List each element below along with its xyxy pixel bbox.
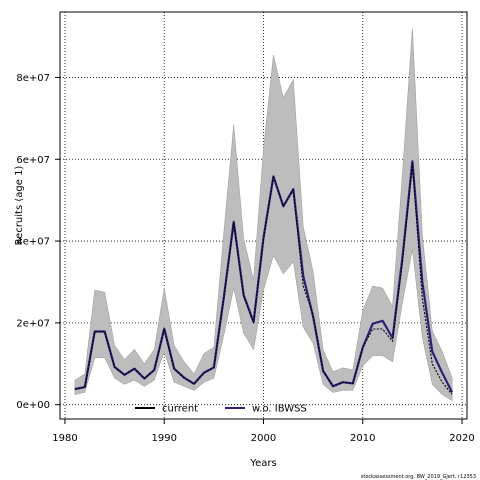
credit-text: stockassessment.org, BW_2019_Gjert, r123… [361, 474, 476, 480]
confidence-band [74, 28, 453, 402]
legend-label-wo-ibwss: w.o. IBWSS [252, 404, 307, 415]
y-tick-label: 4e+07 [16, 237, 50, 248]
y-tick-label: 8e+07 [16, 73, 50, 84]
x-tick-label: 1980 [52, 433, 77, 444]
y-axis: 0e+00 2e+07 4e+07 6e+07 8e+07 [16, 73, 60, 411]
y-tick-label: 0e+00 [16, 400, 50, 411]
x-tick-label: 2010 [350, 433, 375, 444]
y-axis-title: Recruits (age 1) [14, 166, 25, 246]
y-tick-label: 6e+07 [16, 155, 50, 166]
x-tick-label: 1990 [152, 433, 177, 444]
x-tick-label: 2000 [251, 433, 276, 444]
x-tick-label: 2020 [449, 433, 474, 444]
legend: current w.o. IBWSS [135, 404, 307, 415]
x-axis-title: Years [249, 458, 276, 469]
y-tick-label: 2e+07 [16, 318, 50, 329]
x-axis: 1980 1990 2000 2010 2020 [52, 419, 475, 444]
legend-label-current: current [162, 404, 198, 415]
series-lines [74, 160, 454, 395]
series-line-current [74, 162, 453, 395]
